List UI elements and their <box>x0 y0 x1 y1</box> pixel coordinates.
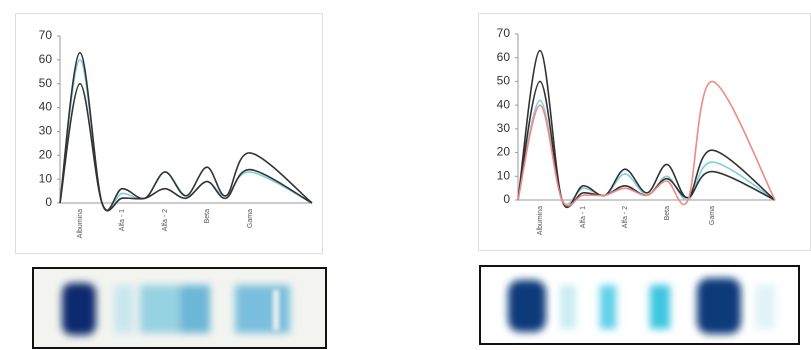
y-tick-label: 40 <box>497 97 511 111</box>
x-tick-label: Gama <box>709 206 716 225</box>
y-tick-label: 10 <box>497 168 511 182</box>
y-tick-label: 10 <box>39 171 53 185</box>
y-tick-label: 60 <box>39 52 53 66</box>
x-tick-label: Gama <box>247 209 254 228</box>
gel-image <box>33 268 326 348</box>
y-tick-label: 0 <box>45 195 52 209</box>
y-tick-label: 30 <box>39 124 53 138</box>
page: {"chart_data": [ {"type": "line", "categ… <box>0 0 811 350</box>
y-tick-label: 70 <box>497 26 511 40</box>
gel-image <box>480 266 799 344</box>
y-tick-label: 30 <box>497 121 511 135</box>
chart-frame <box>16 14 323 254</box>
figure: 0 10 20 30 40 50 60 70 Albumina Alfa - 1 Alfa - 2 B… <box>0 0 811 350</box>
x-tick-label: Alfa - 1 <box>580 206 587 228</box>
y-tick-label: 0 <box>503 192 510 206</box>
y-tick-label: 20 <box>497 145 511 159</box>
x-tick-label: Albumina <box>77 209 84 238</box>
y-tick-label: 50 <box>497 74 511 88</box>
y-tick-label: 20 <box>39 147 53 161</box>
x-tick-label: Beta <box>204 209 211 224</box>
y-tick-label: 70 <box>39 28 53 42</box>
x-tick-label: Albumina <box>537 206 544 235</box>
y-tick-label: 60 <box>497 50 511 64</box>
x-tick-label: Alfa - 2 <box>162 209 169 231</box>
y-tick-label: 40 <box>39 100 53 114</box>
x-tick-label: Beta <box>664 206 671 221</box>
x-tick-label: Alfa - 1 <box>119 209 126 231</box>
y-tick-label: 50 <box>39 76 53 90</box>
x-tick-label: Alfa - 2 <box>622 206 629 228</box>
